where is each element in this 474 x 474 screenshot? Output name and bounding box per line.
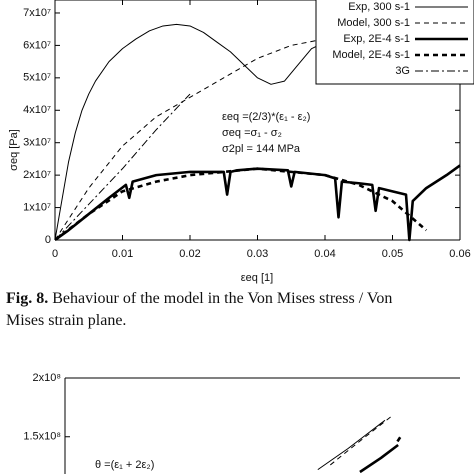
series-line	[54, 167, 428, 242]
caption-line: Mises strain plane.	[6, 312, 126, 330]
x-tick-label: 0.04	[314, 248, 335, 260]
series-line	[396, 433, 404, 443]
annotation: σeq =σ₁ - σ₂	[222, 127, 282, 139]
x-tick-label: 0.03	[247, 248, 268, 260]
caption-line: Fig. 8. Behaviour of the model in the Vo…	[6, 290, 392, 308]
y-axis-label: σeq [Pa]	[8, 129, 20, 171]
series-line	[359, 443, 399, 474]
series-line	[54, 23, 333, 241]
y-tick-label: 0	[45, 234, 51, 246]
legend: Exp, 300 s-1 Model, 300 s-1 Exp, 2E-4 s-1 M…	[315, 0, 474, 85]
legend-label: Model, 300 s-1	[337, 17, 410, 29]
y-tick-label: 3x10⁷	[23, 137, 51, 149]
series-line	[54, 164, 461, 242]
x-tick-label: 0.06	[449, 248, 470, 260]
x-tick-label: 0.05	[382, 248, 403, 260]
x-tick-label: 0	[52, 248, 58, 260]
caption-text: Mises strain plane.	[6, 312, 127, 329]
x-axis-label: εeq [1]	[241, 272, 273, 284]
x-tick-label: 0.02	[179, 248, 200, 260]
x-tick-label: 0.01	[112, 248, 133, 260]
series-line	[317, 419, 386, 471]
legend-box	[315, 0, 474, 85]
caption-label: Fig. 8.	[6, 290, 49, 307]
y-tick-label: 5x10⁷	[23, 72, 51, 84]
legend-label: Model, 2E-4 s-1	[332, 49, 410, 61]
y-tick-label: 7x10⁷	[23, 7, 51, 19]
annotation: σ2pl = 144 MPa	[222, 143, 301, 155]
series-line	[54, 93, 191, 241]
series-line	[329, 416, 392, 466]
legend-label: Exp, 2E-4 s-1	[343, 33, 410, 45]
y-tick-label: 6x10⁷	[23, 39, 51, 51]
y-tick-label: 1.5x10⁸	[23, 431, 61, 443]
legend-label: 3G	[395, 65, 410, 77]
y-tick-label: 4x10⁷	[23, 104, 51, 116]
legend-label: Exp, 300 s-1	[348, 1, 410, 13]
y-tick-label: 2x10⁸	[33, 372, 62, 384]
annotation: εeq =(2/3)*(ε₁ - ε₂)	[222, 111, 310, 123]
series-line	[54, 38, 359, 241]
y-tick-label: 1x10⁷	[23, 201, 51, 213]
caption-text: Behaviour of the model in the Von Mises …	[52, 290, 393, 307]
y-tick-label: 2x10⁷	[23, 169, 51, 181]
annotation: θ =(ε₁ + 2ε₂)	[95, 459, 154, 471]
